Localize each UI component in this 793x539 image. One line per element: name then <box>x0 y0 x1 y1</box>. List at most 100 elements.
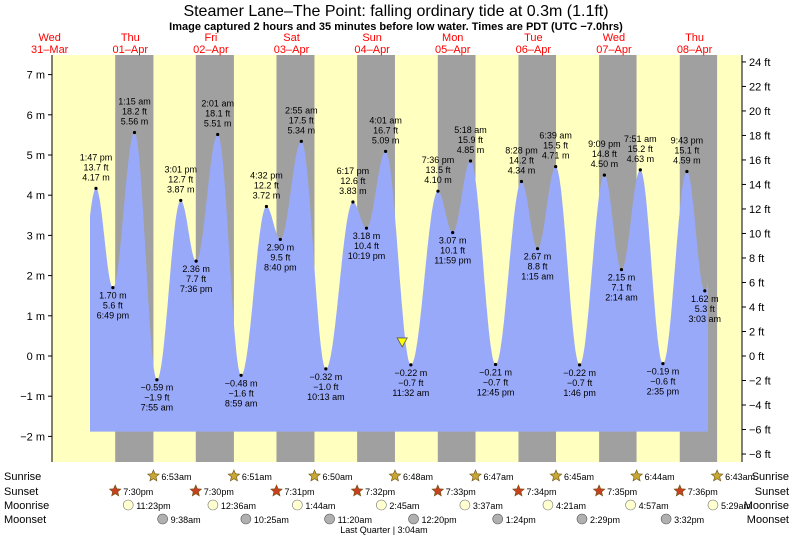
day-labels: Wed31–MarThu01–AprFri02–AprSat03–AprSun0… <box>31 32 713 56</box>
moonrise-time: 4:21am <box>556 501 586 511</box>
right-tick-label: 8 ft <box>749 253 764 265</box>
day-name: Sat <box>283 32 300 44</box>
moonset-icon <box>492 513 504 525</box>
tide-label-line: 4.10 m <box>424 175 452 185</box>
sunset-time: 7:30pm <box>204 487 234 497</box>
moonrise-time: 3:37am <box>473 501 503 511</box>
moonset-time: 1:24pm <box>506 515 536 525</box>
day-date: 01–Apr <box>113 44 149 56</box>
tide-label-line: 15.9 ft <box>458 135 484 145</box>
sunset-icon <box>189 484 203 497</box>
sunrise-icon <box>469 469 482 482</box>
tide-label-line: 12.7 ft <box>168 174 194 184</box>
tide-label-line: 8:59 am <box>225 398 258 408</box>
tide-label-line: −0.48 m <box>225 378 258 388</box>
right-tick-label: 6 ft <box>749 277 764 289</box>
sunset-time: 7:35pm <box>607 487 637 497</box>
tide-label-line: 2:35 pm <box>647 387 680 397</box>
tide-point <box>519 179 524 184</box>
day-date: 08–Apr <box>677 44 713 56</box>
tide-point <box>111 286 115 290</box>
tide-label-line: 3:03 am <box>689 314 722 324</box>
moonset-time: 12:20pm <box>422 515 457 525</box>
sunset-time: 7:33pm <box>446 487 476 497</box>
tide-label-line: −0.7 ft <box>483 377 509 387</box>
moonset-row-label: Moonset <box>4 514 46 526</box>
moonset-time: 10:25am <box>254 515 289 525</box>
tide-point <box>155 378 159 382</box>
tide-label-line: 2:14 am <box>605 293 638 303</box>
sunset-icon <box>592 484 606 497</box>
day-name: Wed <box>603 32 625 44</box>
tide-label-line: −0.7 ft <box>567 378 593 388</box>
tide-point <box>239 373 243 377</box>
sunrise-icon <box>630 469 644 482</box>
right-tick-label: −6 ft <box>749 425 771 437</box>
moonrise-row-label-right: Moonrise <box>744 500 789 512</box>
tide-label-line: 5.6 ft <box>103 301 124 311</box>
tide-point <box>364 226 369 230</box>
tide-label-line: 1:15 am <box>521 272 554 282</box>
sunset-time: 7:36pm <box>688 487 718 497</box>
tide-point <box>602 173 606 177</box>
tide-label-line: 2.15 m <box>608 273 636 283</box>
sunrise-icon <box>227 469 241 482</box>
moonrise-time: 1:44am <box>305 501 335 511</box>
astronomy-rows: Sunrise Sunrise Sunset Sunset Moonrise Moonri… <box>4 469 789 535</box>
tide-label-line: 6:39 am <box>539 131 572 141</box>
sunrise-time: 6:45am <box>564 472 594 482</box>
moonrise-row-label: Moonrise <box>4 500 49 512</box>
moonrise-icon <box>207 499 219 511</box>
left-tick-label: 3 m <box>27 230 45 242</box>
moonrise-icon <box>542 499 554 511</box>
sunset-row-label: Sunset <box>4 486 38 498</box>
left-tick-label: 6 m <box>27 110 45 122</box>
tide-label-line: −0.22 m <box>394 368 427 378</box>
left-tick-label: 1 m <box>27 311 45 323</box>
right-tick-label: −4 ft <box>749 400 771 412</box>
moonrise-icon <box>122 499 134 511</box>
tide-label-line: −0.21 m <box>479 367 512 377</box>
tide-label-line: 4.50 m <box>591 159 619 169</box>
sunset-icon <box>431 484 445 497</box>
tide-label-line: 1:15 am <box>118 96 151 106</box>
left-tick-label: −2 m <box>20 431 45 443</box>
right-tick-label: 12 ft <box>749 204 770 216</box>
left-tick-label: 2 m <box>27 271 45 283</box>
tide-label-line: 2.90 m <box>267 242 295 252</box>
tide-label-line: 1.62 m <box>691 294 719 304</box>
tide-point <box>132 130 137 135</box>
tide-label-line: 3.72 m <box>253 190 281 200</box>
sunset-row-label-right: Sunset <box>755 486 789 498</box>
sunrise-icon <box>549 469 563 482</box>
tide-area <box>90 132 708 432</box>
tide-label-line: 6:17 pm <box>337 166 370 176</box>
day-date: 06–Apr <box>516 44 552 56</box>
tide-label-line: 3.07 m <box>439 236 467 246</box>
sunset-time: 7:30pm <box>123 487 153 497</box>
tide-label-line: 14.8 ft <box>592 149 618 159</box>
tide-label-line: 8:28 pm <box>505 146 538 156</box>
tide-label-line: 4.34 m <box>508 166 536 176</box>
sunset-icon <box>108 484 122 497</box>
tide-point <box>278 237 282 242</box>
tide-label-line: 4.17 m <box>82 172 110 182</box>
tide-label-line: 2.67 m <box>524 252 552 262</box>
sunrise-time: 6:53am <box>161 472 191 482</box>
right-tick-label: 4 ft <box>749 302 764 314</box>
tide-label-line: 4:01 am <box>369 115 402 125</box>
tide-label-line: 9:09 pm <box>588 139 621 149</box>
day-date: 07–Apr <box>596 44 632 56</box>
tide-point <box>451 230 455 235</box>
water-area <box>90 132 708 432</box>
tide-point <box>351 200 355 204</box>
sunrise-time: 6:47am <box>484 472 514 482</box>
tide-label-line: 9:43 pm <box>671 135 704 145</box>
tide-label-line: 12.6 ft <box>340 176 366 186</box>
moonrise-icon <box>376 499 387 511</box>
sunrise-icon <box>710 469 724 482</box>
day-name: Thu <box>121 32 140 44</box>
current-level-marker <box>396 337 408 348</box>
